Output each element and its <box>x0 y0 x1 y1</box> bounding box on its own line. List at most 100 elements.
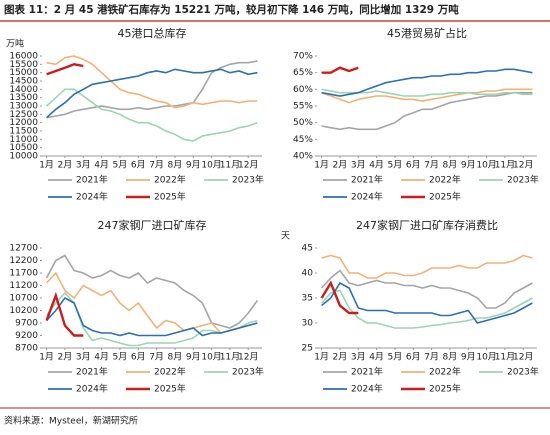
chart-title: 45港口总库存 <box>118 26 187 40</box>
x-tick-label: 3月 <box>351 160 366 171</box>
legend-label: 2025年 <box>154 383 186 395</box>
y-tick-label: 12500 <box>9 110 38 120</box>
x-tick-label: 7月 <box>149 352 164 363</box>
y-tick-label: 15000 <box>9 68 38 78</box>
y-tick-label: 60% <box>293 85 313 95</box>
x-tick-label: 1月 <box>314 160 329 171</box>
legend-label: 2021年 <box>351 366 383 378</box>
x-tick-label: 9月 <box>461 160 476 171</box>
x-tick-label: 5月 <box>113 352 128 363</box>
legend-label: 2024年 <box>76 383 108 395</box>
x-tick-label: 1月 <box>39 352 54 363</box>
y-tick-label: 10200 <box>9 306 38 316</box>
series-line <box>321 88 533 104</box>
y-tick-label: 65% <box>293 68 313 78</box>
legend-label: 2022年 <box>154 366 186 378</box>
y-tick-label: 45 <box>302 244 313 254</box>
y-tick-label: 12200 <box>9 256 38 266</box>
x-tick-label: 10月 <box>201 160 221 171</box>
series-line <box>46 55 258 109</box>
x-tick-label: 5月 <box>388 352 403 363</box>
x-tick-label: 9月 <box>461 352 476 363</box>
legend-label: 2022年 <box>429 174 461 186</box>
x-tick-label: 7月 <box>149 160 164 171</box>
legend-label: 2022年 <box>154 174 186 186</box>
series-line <box>321 269 533 309</box>
series-line <box>46 271 258 334</box>
series-line <box>320 280 359 315</box>
x-tick-label: 8月 <box>443 160 458 171</box>
series-line <box>321 68 533 97</box>
y-tick-label: 70% <box>293 52 313 62</box>
y-tick-label: 11200 <box>9 281 38 291</box>
x-tick-label: 4月 <box>94 352 109 363</box>
x-tick-label: 6月 <box>406 352 421 363</box>
y-tick-label: 40% <box>293 152 313 162</box>
y-tick-label: 12700 <box>9 244 38 254</box>
x-tick-label: 11月 <box>220 352 240 363</box>
legend-label: 2021年 <box>76 174 108 186</box>
x-tick-label: 6月 <box>131 352 146 363</box>
y-axis-label: 天 <box>281 232 290 242</box>
y-tick-label: 14500 <box>9 77 38 87</box>
legend-label: 2024年 <box>351 191 383 203</box>
y-tick-label: 11700 <box>9 269 38 279</box>
x-tick-label: 1月 <box>314 352 329 363</box>
legend-label: 2025年 <box>429 191 461 203</box>
y-tick-label: 11000 <box>9 135 38 145</box>
y-tick-label: 50% <box>293 118 313 128</box>
legend-label: 2025年 <box>429 383 461 395</box>
y-tick-label: 9200 <box>15 331 38 341</box>
legend-label: 2023年 <box>507 366 539 378</box>
x-tick-label: 11月 <box>220 160 240 171</box>
y-axis-label: 万吨 <box>6 38 24 50</box>
y-tick-label: 16000 <box>9 52 38 62</box>
y-tick-label: 12000 <box>9 118 38 128</box>
series-line <box>321 91 533 131</box>
x-tick-label: 7月 <box>424 352 439 363</box>
legend-label: 2023年 <box>232 174 264 186</box>
series-line <box>321 66 359 74</box>
x-tick-label: 10月 <box>201 352 221 363</box>
legend-label: 2024年 <box>351 383 383 395</box>
legend-label: 2025年 <box>154 191 186 203</box>
y-tick-label: 35 <box>302 294 313 304</box>
x-tick-label: 5月 <box>388 160 403 171</box>
x-tick-label: 12月 <box>513 352 533 363</box>
legend-label: 2022年 <box>429 366 461 378</box>
x-tick-label: 12月 <box>238 160 258 171</box>
legend-label: 2024年 <box>76 191 108 203</box>
x-tick-label: 8月 <box>168 160 183 171</box>
x-tick-label: 3月 <box>76 352 91 363</box>
y-tick-label: 8700 <box>15 344 38 354</box>
x-tick-label: 2月 <box>58 352 73 363</box>
series-line <box>46 296 258 337</box>
y-tick-label: 30 <box>302 319 314 329</box>
x-tick-label: 3月 <box>76 160 91 171</box>
x-tick-label: 4月 <box>369 352 384 363</box>
x-tick-label: 9月 <box>186 352 201 363</box>
x-tick-label: 4月 <box>369 160 384 171</box>
legend-label: 2023年 <box>232 366 264 378</box>
y-tick-label: 45% <box>293 135 313 145</box>
chart-title: 247家钢厂进口矿库存 <box>98 218 207 232</box>
x-tick-label: 2月 <box>333 352 348 363</box>
x-tick-label: 11月 <box>495 160 515 171</box>
x-tick-label: 5月 <box>113 160 128 171</box>
x-tick-label: 7月 <box>424 160 439 171</box>
x-tick-label: 12月 <box>238 352 258 363</box>
x-tick-label: 3月 <box>351 352 366 363</box>
x-tick-label: 8月 <box>443 352 458 363</box>
series-line <box>46 63 84 76</box>
x-tick-label: 6月 <box>131 160 146 171</box>
chart-title: 247家钢厂进口矿库存消费比 <box>356 218 498 232</box>
y-tick-label: 11500 <box>9 127 38 137</box>
series-line <box>46 88 258 142</box>
y-tick-label: 55% <box>293 102 313 112</box>
figure-title: 图表 11：2 月 45 港铁矿石库存为 15221 万吨，较月初下降 146 … <box>4 3 459 16</box>
x-tick-label: 10月 <box>476 352 496 363</box>
y-tick-label: 13500 <box>9 93 38 103</box>
y-tick-label: 10700 <box>9 294 38 304</box>
series-line <box>321 289 533 329</box>
series-line <box>321 281 533 324</box>
